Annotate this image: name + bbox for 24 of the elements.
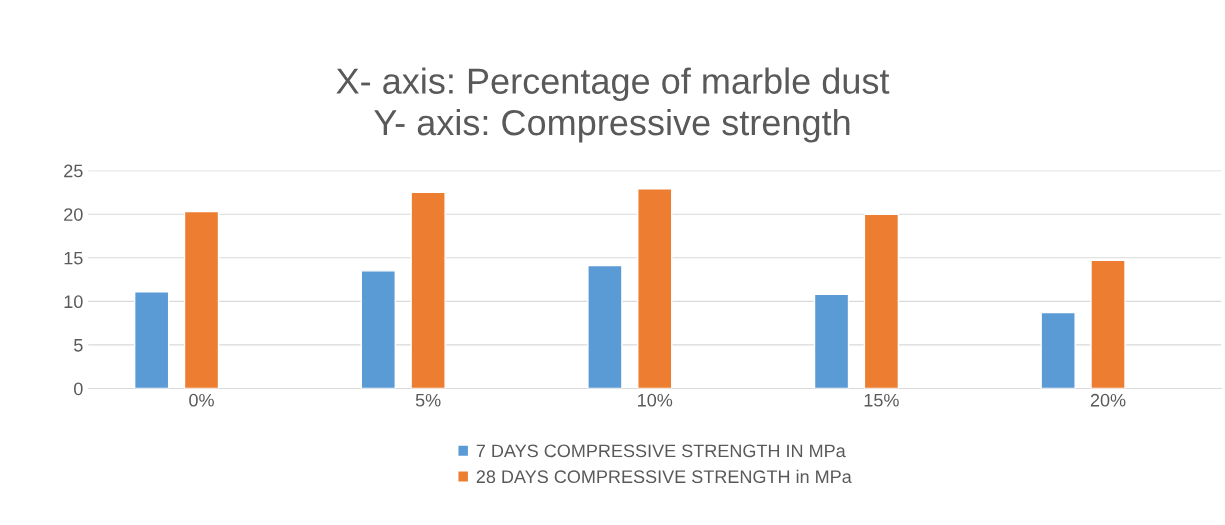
y-tick-label: 15 (64, 251, 83, 265)
legend-label: 28 DAYS COMPRESSIVE STRENGTH in MPa (476, 469, 852, 484)
bar (863, 213, 900, 389)
legend-label: 7 DAYS COMPRESSIVE STRENGTH IN MPa (476, 444, 846, 458)
y-tick-label: 0 (74, 382, 83, 396)
bar (410, 191, 446, 389)
x-tick-label: 10% (638, 393, 673, 407)
bar (1040, 311, 1076, 389)
bar (637, 188, 673, 389)
x-tick-label: 20% (1090, 393, 1126, 407)
bar (587, 264, 623, 389)
x-tick-label: 15% (864, 393, 899, 407)
y-tick-label: 20 (64, 208, 83, 221)
y-tick-label: 25 (64, 164, 83, 178)
y-tick-label: 5 (74, 339, 83, 352)
bar (813, 293, 850, 389)
x-tick-label: 5% (415, 393, 441, 407)
y-tick-label: 10 (64, 295, 83, 309)
chart-title: X- axis: Percentage of marble dust Y- axis: Compressive strength (336, 67, 890, 143)
bar (133, 291, 170, 389)
bar (360, 270, 396, 389)
bar (1090, 259, 1126, 389)
bar (183, 210, 220, 389)
x-tick-label: 0% (189, 393, 214, 407)
